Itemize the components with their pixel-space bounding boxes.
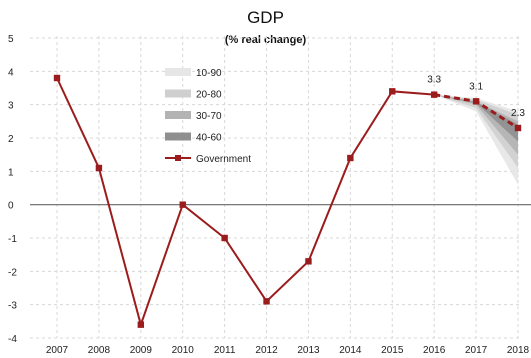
series-line-historical [56, 77, 435, 329]
data-point [53, 74, 61, 82]
x-tick-label: 2018 [507, 345, 530, 356]
data-point [95, 164, 103, 172]
legend-label-30-70: 30-70 [196, 111, 222, 122]
x-tick-label: 2013 [297, 345, 320, 356]
chart-title: GDP [247, 8, 284, 27]
data-point [263, 298, 270, 305]
data-label: 3.3 [427, 75, 441, 86]
data-point [389, 88, 396, 95]
data-point [514, 124, 522, 132]
x-tick-label: 2014 [339, 345, 362, 356]
data-point [472, 98, 480, 105]
y-tick-label: 4 [8, 67, 14, 78]
x-tick-label: 2007 [46, 345, 69, 356]
legend-label-40-60: 40-60 [196, 133, 222, 144]
y-tick-label: 1 [8, 167, 14, 178]
y-tick-label: 0 [8, 201, 14, 212]
data-point [305, 258, 312, 265]
x-tick-label: 2012 [255, 345, 278, 356]
data-point [430, 91, 438, 98]
x-tick-label: 2009 [130, 345, 153, 356]
y-tick-label: 5 [8, 34, 14, 45]
legend-label-10-90: 10-90 [196, 68, 222, 79]
y-tick-label: -4 [8, 334, 17, 345]
legend-swatch-40-60 [165, 132, 191, 141]
x-tick-label: 2010 [172, 345, 195, 356]
y-tick-label: 3 [8, 101, 14, 112]
legend: 10-90 20-80 30-70 40-60 Government [165, 68, 251, 165]
legend-swatch-10-90 [165, 68, 191, 76]
legend-swatch-30-70 [165, 111, 191, 119]
x-tick-label: 2016 [423, 345, 446, 356]
x-tick-label: 2017 [465, 345, 488, 356]
data-label: 2.3 [511, 108, 525, 119]
data-point [347, 154, 354, 162]
y-tick-label: -1 [8, 234, 17, 245]
legend-label-government: Government [196, 154, 251, 165]
chart-subtitle: (% real change) [224, 34, 307, 46]
legend-label-20-80: 20-80 [196, 90, 222, 101]
data-point [221, 234, 228, 242]
y-tick-label: 2 [8, 134, 14, 145]
label-layer: 3.3 3.1 2.3 [427, 75, 525, 119]
y-tick-label: -2 [8, 267, 17, 278]
legend-swatch-20-80 [165, 89, 191, 98]
x-tick-label: 2008 [88, 345, 111, 356]
data-label: 3.1 [469, 81, 483, 92]
legend-swatch-government-marker [175, 155, 181, 161]
x-tick-label: 2011 [214, 345, 236, 356]
grid-layer: 5 4 3 2 1 0 -1 -2 -3 -4 2007 2008 2009 2010 2011 2012 20… [8, 34, 530, 356]
x-tick-label: 2015 [381, 345, 404, 356]
series-layer [53, 74, 522, 329]
data-point [137, 321, 145, 328]
y-tick-label: -3 [8, 301, 17, 312]
data-point [179, 201, 186, 208]
